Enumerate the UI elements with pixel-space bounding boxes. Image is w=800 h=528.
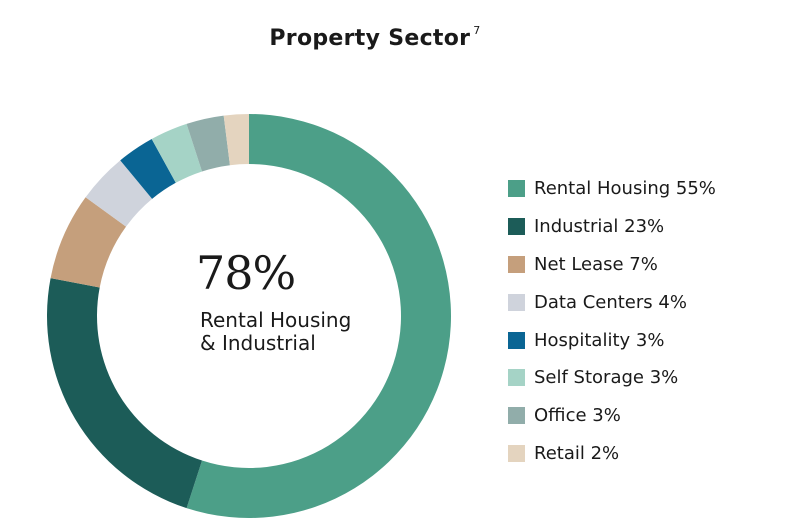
footnote-marker: 7 xyxy=(473,24,481,37)
legend-item-data-centers: Data Centers 4% xyxy=(508,283,716,321)
legend-swatch xyxy=(508,218,525,236)
center-label: Rental Housing & Industrial xyxy=(200,308,352,355)
chart-legend: Rental Housing 55% Industrial 23% Net Leas… xyxy=(508,170,716,472)
donut-slice-net-lease xyxy=(50,197,127,288)
legend-label: Hospitality 3% xyxy=(534,329,665,351)
donut-slice-retail xyxy=(223,114,249,166)
chart-title-text: Property Sector xyxy=(269,26,471,51)
donut-slice-self-storage xyxy=(151,123,203,183)
legend-swatch xyxy=(508,255,525,273)
legend-label: Data Centers 4% xyxy=(534,291,687,313)
legend-label: Office 3% xyxy=(534,405,621,427)
legend-item-net-lease: Net Lease 7% xyxy=(508,246,716,284)
legend-label: Rental Housing 55% xyxy=(534,178,716,200)
legend-label: Retail 2% xyxy=(534,442,620,464)
legend-swatch xyxy=(508,369,525,387)
donut-slice-office xyxy=(186,115,230,172)
legend-item-industrial: Industrial 23% xyxy=(508,208,716,246)
donut-slice-data-centers xyxy=(85,160,153,227)
donut-slice-rental-housing xyxy=(186,114,452,518)
legend-item-office: Office 3% xyxy=(508,397,716,435)
donut-slice-hospitality xyxy=(120,138,176,199)
legend-label: Net Lease 7% xyxy=(534,253,658,275)
legend-swatch xyxy=(508,180,525,198)
legend-item-hospitality: Hospitality 3% xyxy=(508,321,716,359)
legend-swatch xyxy=(508,331,525,349)
legend-swatch xyxy=(508,444,525,462)
chart-title: Property Sector 7 xyxy=(0,24,750,51)
legend-swatch xyxy=(508,293,525,311)
donut-slice-industrial xyxy=(46,278,203,509)
legend-label: Self Storage 3% xyxy=(534,367,679,389)
legend-item-rental-housing: Rental Housing 55% xyxy=(508,170,716,208)
legend-swatch xyxy=(508,407,525,425)
legend-item-retail: Retail 2% xyxy=(508,435,716,473)
legend-item-self-storage: Self Storage 3% xyxy=(508,359,716,397)
legend-label: Industrial 23% xyxy=(534,216,665,238)
center-percentage: 78% xyxy=(196,246,296,300)
